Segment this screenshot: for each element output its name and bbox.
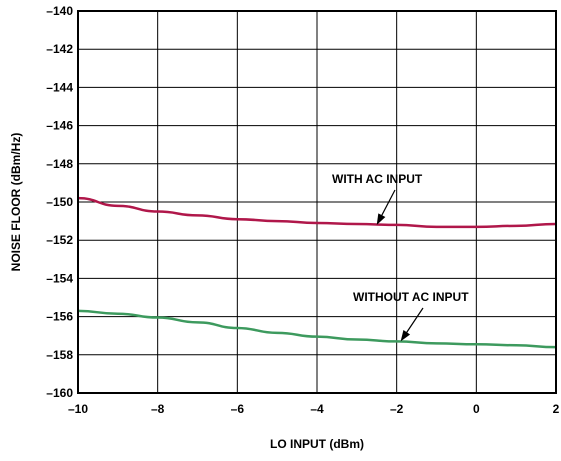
y-tick-label: –152 (46, 233, 73, 247)
y-tick-label: –142 (46, 42, 73, 56)
x-tick-label: –2 (390, 402, 404, 416)
plot-frame (77, 10, 557, 394)
y-tick-label: –158 (46, 348, 73, 362)
y-tick-label: –148 (46, 157, 73, 171)
tick-labels: –10 –8 –6 –4 –2 0 2 –140 –142 –144 –146 –148 –150 –15… (46, 4, 559, 416)
y-axis-title: NOISE FLOOR (dBm/Hz) (9, 133, 23, 272)
x-tick-label: –4 (310, 402, 324, 416)
x-tick-label: –10 (68, 402, 88, 416)
with-ac-input-label: WITH AC INPUT (332, 172, 423, 186)
y-tick-label: –160 (46, 386, 73, 400)
series-layer (77, 196, 557, 349)
without-ac-input-line (77, 309, 557, 349)
annotations: WITH AC INPUT WITHOUT AC INPUT (332, 172, 469, 342)
x-tick-label: 2 (553, 402, 560, 416)
x-tick-label: 0 (473, 402, 480, 416)
y-tick-label: –156 (46, 310, 73, 324)
y-tick-label: –154 (46, 271, 73, 285)
x-tick-label: –6 (231, 402, 245, 416)
x-axis-title: LO INPUT (dBm) (270, 437, 364, 451)
y-tick-label: –150 (46, 195, 73, 209)
with-ac-input-line (77, 196, 557, 229)
annotation-arrowhead (376, 213, 386, 225)
without-ac-input-label: WITHOUT AC INPUT (353, 290, 469, 304)
x-tick-label: –8 (151, 402, 165, 416)
annotation-arrowhead (400, 330, 411, 342)
y-tick-label: –144 (46, 80, 73, 94)
y-tick-label: –146 (46, 119, 73, 133)
y-tick-label: –140 (46, 4, 73, 18)
